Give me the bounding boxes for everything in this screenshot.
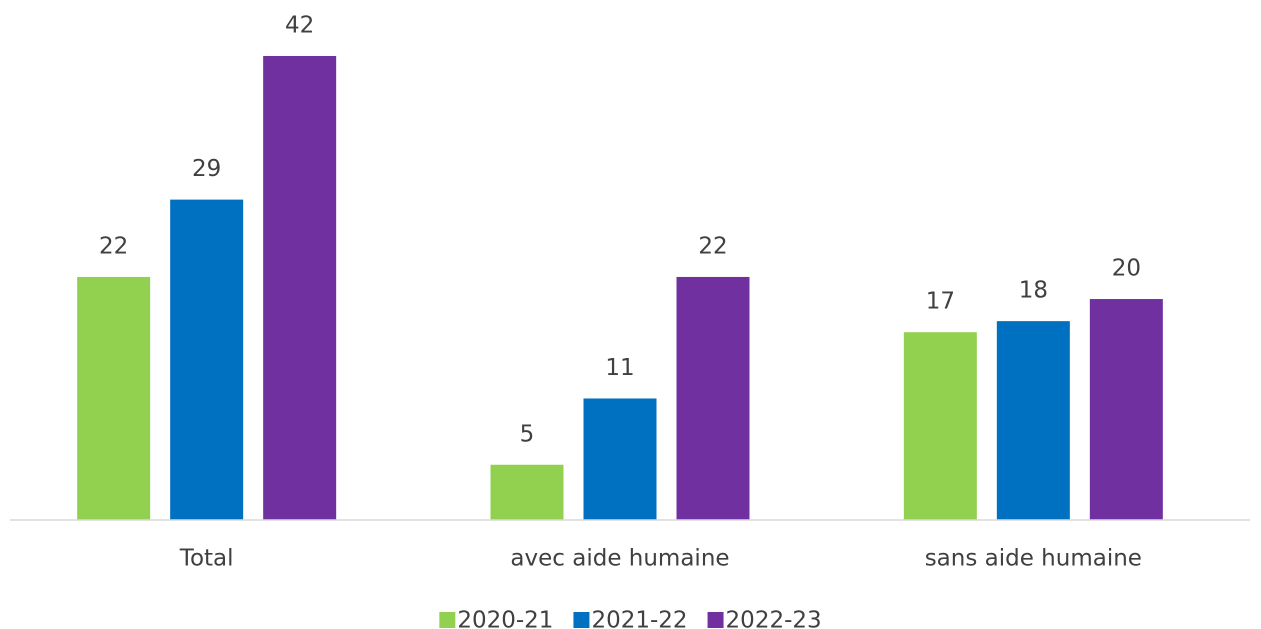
data-label: 22: [698, 233, 727, 259]
legend-label: 2022-23: [726, 608, 822, 629]
legend-swatch: [707, 612, 724, 628]
bar: [903, 332, 977, 520]
legend-label: 2020-21: [457, 608, 553, 629]
bar: [1089, 299, 1163, 520]
legend-swatch: [573, 612, 590, 628]
data-label: 18: [1019, 278, 1048, 304]
data-label: 29: [192, 156, 221, 182]
bar: [676, 276, 750, 520]
bar: [77, 276, 151, 520]
legend-swatch: [439, 612, 456, 628]
bar: [996, 321, 1070, 520]
bar: [170, 199, 244, 520]
data-label: 20: [1112, 256, 1141, 282]
data-label: 22: [99, 233, 128, 259]
legend-label: 2021-22: [591, 608, 687, 629]
x-tick-label: sans aide humaine: [925, 546, 1142, 572]
data-label: 11: [605, 355, 634, 381]
x-tick-label: avec aide humaine: [510, 546, 729, 572]
data-label: 42: [285, 13, 314, 39]
bar: [263, 56, 337, 520]
bar: [490, 464, 564, 520]
data-label: 5: [520, 421, 535, 447]
data-label: 17: [926, 289, 955, 315]
bar: [583, 398, 657, 520]
x-tick-label: Total: [179, 546, 234, 572]
